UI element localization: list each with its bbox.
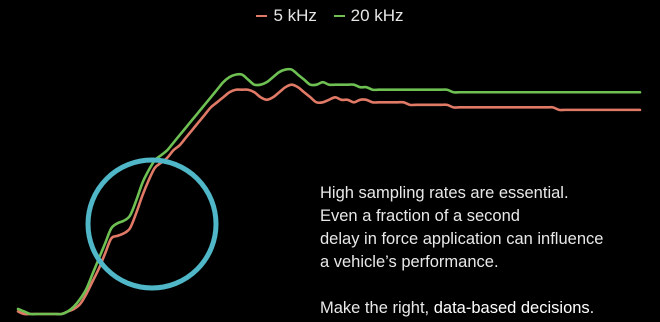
annotation-line-3: delay in force application can influence: [320, 230, 604, 248]
cta-prefix: Make the right,: [320, 299, 434, 317]
annotation-line-1: High sampling rates are essential.: [320, 184, 569, 202]
series-line-2: [16, 67, 642, 316]
series-layer: [16, 67, 642, 316]
legend-swatch-series-2: [333, 14, 345, 17]
highlight-circle: [85, 157, 219, 291]
cta-suffix: .: [589, 299, 595, 317]
legend-item-series-1: 5 kHz: [256, 6, 317, 26]
annotation-call-to-action: Make the right, data-based decisions.: [320, 297, 655, 320]
legend-label-series-2: 20 kHz: [350, 6, 404, 25]
legend-label-series-1: 5 kHz: [273, 6, 317, 25]
annotation-line-4: a vehicle’s performance.: [320, 253, 499, 271]
legend-swatch-series-1: [256, 14, 268, 17]
legend: 5 kHz 20 kHz: [0, 6, 660, 26]
legend-item-series-2: 20 kHz: [333, 6, 404, 26]
annotation-spacer: [320, 274, 655, 297]
series-line-1: [16, 83, 642, 316]
annotation-line-2: Even a fraction of a second: [320, 207, 520, 225]
cta-emphasis: data-based decisions: [433, 299, 590, 317]
chart-annotation: High sampling rates are essential. Even …: [320, 182, 655, 320]
